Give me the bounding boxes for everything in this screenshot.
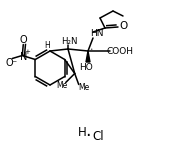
Text: Me: Me [56,81,67,90]
Text: +: + [24,49,30,55]
Text: N: N [20,52,27,62]
Text: H: H [44,41,50,49]
Text: HO: HO [79,63,93,73]
Text: COOH: COOH [106,46,133,56]
Text: O: O [20,35,27,45]
Text: Cl: Cl [92,129,104,142]
Text: O: O [119,21,127,31]
Text: HN: HN [90,29,104,39]
Text: H₂N: H₂N [61,37,77,46]
Text: •: • [89,47,92,53]
Text: O: O [5,58,13,68]
Text: Me: Me [78,83,89,92]
Polygon shape [86,51,90,62]
Text: ·: · [85,127,91,145]
Text: H: H [78,127,86,139]
Text: −: − [12,58,17,63]
